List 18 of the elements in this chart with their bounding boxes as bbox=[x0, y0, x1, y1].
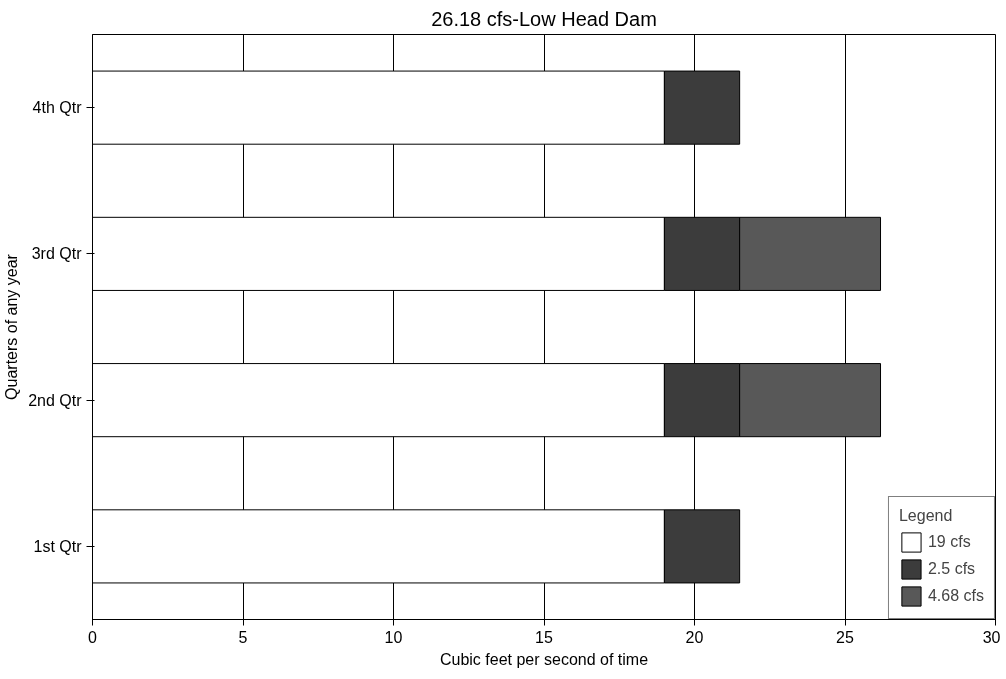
legend-title: Legend bbox=[898, 507, 954, 525]
x-tick-label: 15 bbox=[535, 628, 553, 646]
x-tick-label: 20 bbox=[685, 628, 704, 646]
y-axis-title: Quarters of any year bbox=[3, 253, 21, 400]
legend-label: 19 cfs bbox=[927, 533, 971, 551]
y-tick-label: 3rd Qtr bbox=[31, 245, 83, 263]
legend-label: 2.5 cfs bbox=[927, 560, 976, 578]
x-tick-label: 10 bbox=[384, 628, 403, 646]
x-tick-label: 0 bbox=[88, 628, 98, 646]
chart-title: 26.18 cfs-Low Head Dam bbox=[431, 7, 657, 30]
x-tick-label: 5 bbox=[238, 628, 248, 646]
y-tick-label: 2nd Qtr bbox=[28, 391, 83, 409]
y-tick-label: 1st Qtr bbox=[33, 537, 83, 555]
legend-label: 4.68 cfs bbox=[927, 587, 984, 605]
x-tick-label: 25 bbox=[836, 628, 854, 646]
x-axis-title: Cubic feet per second of time bbox=[439, 650, 649, 668]
y-tick-label: 4th Qtr bbox=[32, 99, 83, 117]
x-tick-label: 30 bbox=[982, 628, 1001, 646]
